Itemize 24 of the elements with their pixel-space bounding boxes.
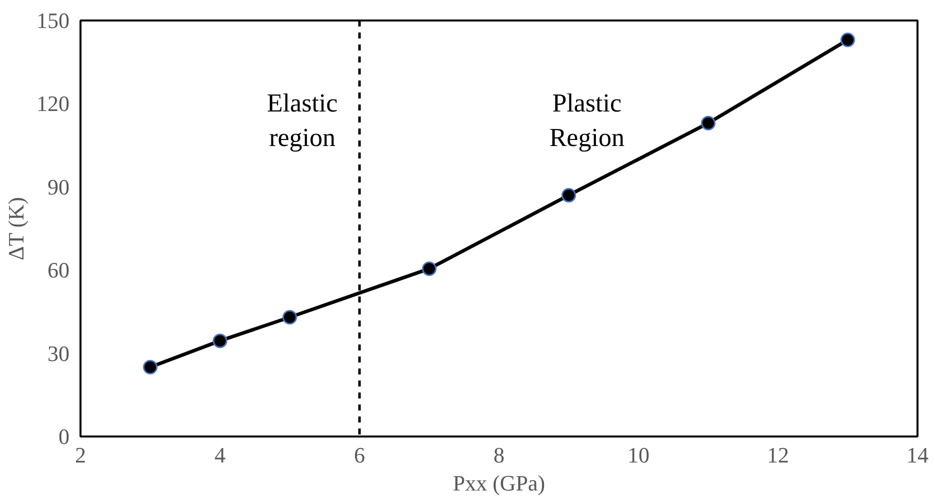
point xyxy=(562,188,576,202)
x-tick-label: 14 xyxy=(906,442,928,468)
y-tick-label: 0 xyxy=(58,424,70,449)
point xyxy=(840,32,855,48)
x-tick-label: 12 xyxy=(767,442,789,468)
point xyxy=(282,310,297,324)
point xyxy=(422,261,436,276)
y-tick-label: 150 xyxy=(36,8,70,33)
y-tick-label: 90 xyxy=(48,174,70,200)
x-axis-title: Pxx (GPa) xyxy=(452,470,546,496)
point xyxy=(701,116,716,130)
annotation: Elastic region xyxy=(266,88,338,152)
annotation: Plastic Region xyxy=(549,88,624,152)
x-tick-label: 4 xyxy=(214,442,226,468)
x-tick-label: 8 xyxy=(494,442,504,468)
y-tick-label: 60 xyxy=(48,258,70,283)
x-tick-label: 6 xyxy=(354,442,365,468)
x-tick-label: 2 xyxy=(75,442,86,468)
y-tick-label: 120 xyxy=(36,91,70,116)
point xyxy=(143,360,158,374)
point xyxy=(212,334,228,348)
y-tick-label: 30 xyxy=(48,340,70,366)
x-tick-label: 10 xyxy=(628,442,650,468)
y-axis-title: ΔT (K) xyxy=(4,197,28,260)
